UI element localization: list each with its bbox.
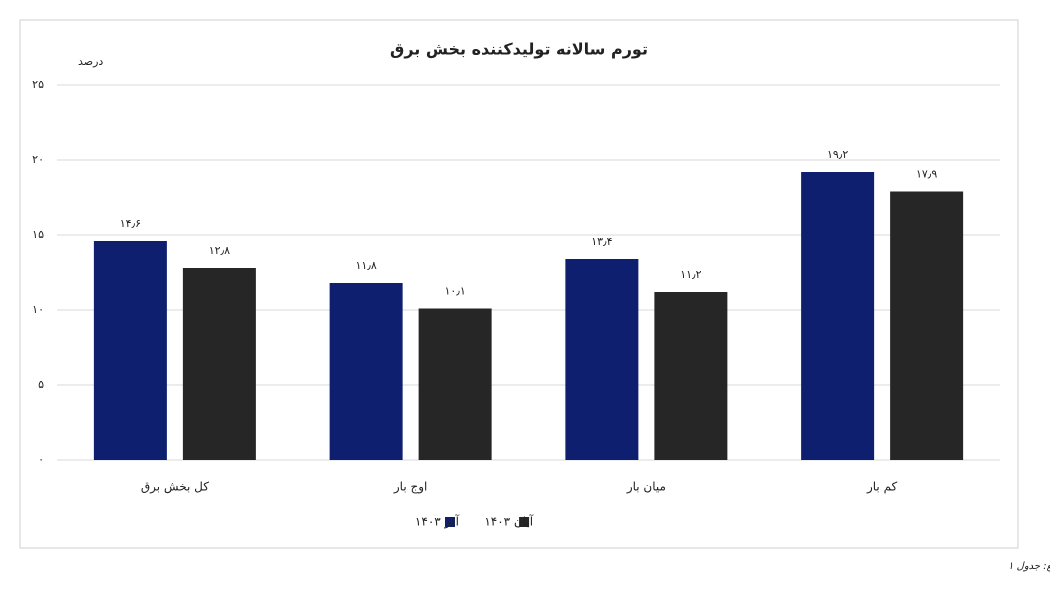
bar	[565, 259, 639, 460]
chart-title: تورم سالانه تولیدکننده بخش برق	[390, 40, 648, 59]
y-tick-label: ۱۵	[32, 228, 44, 241]
y-tick-label: ۲۰	[32, 153, 44, 166]
data-label: ۱۳٫۴	[591, 235, 612, 248]
data-label: ۱۰٫۱	[444, 285, 465, 298]
legend-swatch	[445, 517, 455, 527]
x-tick-label: اوج بار	[393, 480, 427, 495]
source-note: منبع: جدول ۱	[1008, 561, 1050, 572]
x-tick-label: کل بخش برق	[141, 480, 209, 495]
bar	[418, 308, 492, 460]
bar	[654, 292, 728, 460]
legend-label: آذر ۱۴۰۳	[415, 514, 460, 530]
legend-label: آبان ۱۴۰۳	[484, 514, 533, 529]
data-label: ۱۷٫۹	[916, 168, 937, 181]
legend-swatch	[519, 517, 530, 527]
bar	[329, 283, 403, 460]
bar	[801, 172, 875, 460]
y-tick-label: ۱۰	[32, 303, 44, 316]
bar	[93, 241, 167, 460]
data-label: ۱۴٫۶	[120, 217, 141, 230]
data-label: ۱۱٫۲	[680, 268, 701, 281]
bar	[182, 268, 256, 460]
y-axis-label: درصد	[78, 55, 103, 68]
data-label: ۱۲٫۸	[209, 244, 230, 257]
y-tick-label: ۲۵	[32, 78, 44, 91]
data-label: ۱۱٫۸	[355, 259, 376, 272]
y-tick-label: ۵	[38, 378, 44, 391]
x-tick-label: کم بار	[866, 480, 898, 495]
data-label: ۱۹٫۲	[827, 148, 848, 161]
x-tick-label: میان بار	[626, 480, 666, 495]
y-tick-label: ۰	[38, 453, 44, 466]
bar	[890, 191, 964, 460]
